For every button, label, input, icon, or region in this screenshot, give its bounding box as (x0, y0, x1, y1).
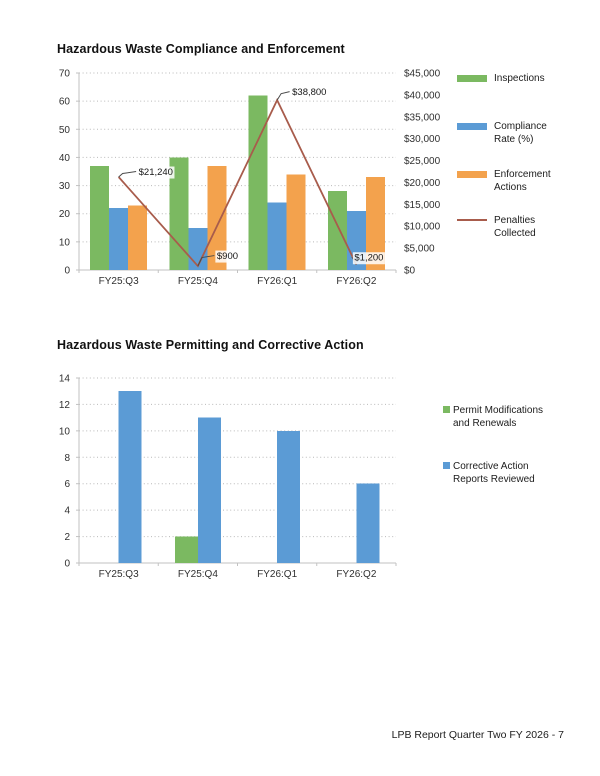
line-penalties-collected (117, 98, 358, 268)
chart2-plot: 0 2 4 6 8 10 12 14 FY25:Q3 FY25:Q4 FY26:Q1 FY26:Q2 (59, 374, 397, 580)
bar-corrective-action-reports-reviewed-fy26-q2 (356, 483, 380, 563)
data-label-bg (137, 166, 175, 179)
corrective-action-reports-reviewed-swatch-icon (443, 462, 450, 469)
chart1-plot: 0 10 20 30 40 50 60 70 $0 $5,000 $10,000 $15,000 $20… (59, 69, 441, 288)
permit-modifications-and-renewals-swatch-icon (443, 406, 450, 413)
legend-label: Compliance Rate (%) (494, 121, 547, 145)
bar-enforcement-actions-fy25-q4 (207, 165, 227, 270)
bar-corrective-action-reports-reviewed-fy26-q1 (277, 430, 301, 563)
compliance-rate-swatch-icon (457, 123, 487, 130)
right-axis-label: $5,000 (404, 244, 435, 255)
chart1-legend: Inspections Compliance Rate (%) Enforcemen… (457, 72, 597, 242)
x-axis-label-fy25-q4: FY25:Q4 (178, 276, 218, 287)
bar-compliance-rate-fy25-q3 (109, 208, 129, 270)
left-axis-label: 12 (59, 400, 71, 411)
left-axis-label: 70 (59, 69, 71, 80)
data-label-fy25-q4: $900 (217, 251, 238, 262)
legend-label: Corrective Action Reports Reviewed (453, 461, 535, 485)
bar-enforcement-actions-fy26-q2 (365, 177, 385, 270)
data-label-fy25-q3: $21,240 (139, 167, 173, 178)
bar-corrective-action-reports-reviewed-fy25-q4 (197, 417, 221, 563)
data-label-fy26-q1: $38,800 (292, 87, 326, 98)
penalties-collected-swatch-icon (457, 219, 487, 221)
bar-corrective-action-reports-reviewed-fy25-q3 (118, 391, 142, 563)
inspections-swatch-icon (457, 75, 487, 82)
right-axis-label: $45,000 (404, 69, 441, 80)
x-axis-label-fy26-q2: FY26:Q2 (336, 569, 376, 580)
left-axis-label: 50 (59, 125, 71, 136)
data-label-leader (276, 91, 290, 101)
legend-label: Penalties Collected (494, 215, 536, 239)
left-axis-label: 0 (64, 559, 70, 570)
bar-enforcement-actions-fy26-q1 (286, 174, 306, 270)
x-axis-label-fy26-q1: FY26:Q1 (257, 569, 297, 580)
bar-compliance-rate-fy26-q1 (267, 202, 287, 270)
left-axis-label: 10 (59, 426, 71, 437)
right-axis-label: $35,000 (404, 112, 441, 123)
x-axis-label-fy26-q1: FY26:Q1 (257, 276, 297, 287)
right-axis-label: $15,000 (404, 200, 441, 211)
right-axis-label: $30,000 (404, 134, 441, 145)
bar-enforcement-actions-fy25-q3 (128, 205, 148, 270)
legend-item-inspections: Inspections (457, 72, 545, 85)
left-axis-label: 4 (64, 506, 70, 517)
right-axis-label: $40,000 (404, 90, 441, 101)
data-label-leader (197, 255, 215, 267)
bar-inspections-fy25-q3 (90, 165, 110, 270)
left-axis-label: 40 (59, 153, 71, 164)
right-axis-label: $0 (404, 266, 416, 277)
bar-permit-modifications-and-renewals-fy25-q4 (174, 536, 198, 563)
left-axis-label: 8 (64, 453, 70, 464)
left-axis-label: 2 (64, 532, 70, 543)
data-label-bg (352, 252, 385, 265)
legend-label: Permit Modifications and Renewals (453, 405, 544, 429)
data-label-bg (215, 250, 240, 263)
data-label-fy26-q2: $1,200 (354, 253, 383, 264)
x-axis-label-fy26-q2: FY26:Q2 (336, 276, 376, 287)
enforcement-actions-swatch-icon (457, 171, 487, 178)
left-axis-label: 20 (59, 209, 71, 220)
left-axis-label: 30 (59, 181, 71, 192)
right-axis-label: $25,000 (404, 156, 441, 167)
page-footer: LPB Report Quarter Two FY 2026 - 7 (391, 729, 564, 741)
left-axis-label: 6 (64, 479, 70, 490)
x-axis-label-fy25-q3: FY25:Q3 (99, 569, 139, 580)
data-label-bg (290, 86, 328, 99)
left-axis-label: 14 (59, 374, 71, 385)
legend-item-penalties-collected: Penalties Collected (457, 214, 536, 240)
chart2-legend: Permit Modifications and Renewals Correct… (443, 404, 583, 504)
bar-inspections-fy25-q4 (169, 157, 189, 270)
bar-inspections-fy26-q2 (327, 191, 347, 270)
left-axis-label: 10 (59, 237, 71, 248)
legend-label: Inspections (494, 73, 545, 84)
right-axis-label: $20,000 (404, 178, 441, 189)
legend-item-corrective-action-reports-reviewed: Corrective Action Reports Reviewed (443, 460, 535, 486)
legend-item-compliance-rate: Compliance Rate (%) (457, 120, 547, 146)
bar-inspections-fy26-q1 (248, 95, 268, 270)
legend-label: Enforcement Actions (494, 169, 551, 193)
left-axis-label: 60 (59, 97, 71, 108)
bar-compliance-rate-fy25-q4 (188, 227, 208, 270)
legend-item-enforcement-actions: Enforcement Actions (457, 168, 551, 194)
data-label-leader (118, 171, 137, 178)
legend-item-permit-modifications-and-renewals: Permit Modifications and Renewals (443, 404, 543, 430)
right-axis-label: $10,000 (404, 222, 441, 233)
x-axis-label-fy25-q4: FY25:Q4 (178, 569, 218, 580)
chart1-title: Hazardous Waste Compliance and Enforceme… (57, 42, 345, 56)
chart2-title: Hazardous Waste Permitting and Correctiv… (57, 338, 364, 352)
left-axis-label: 0 (64, 266, 70, 277)
x-axis-label-fy25-q3: FY25:Q3 (99, 276, 139, 287)
